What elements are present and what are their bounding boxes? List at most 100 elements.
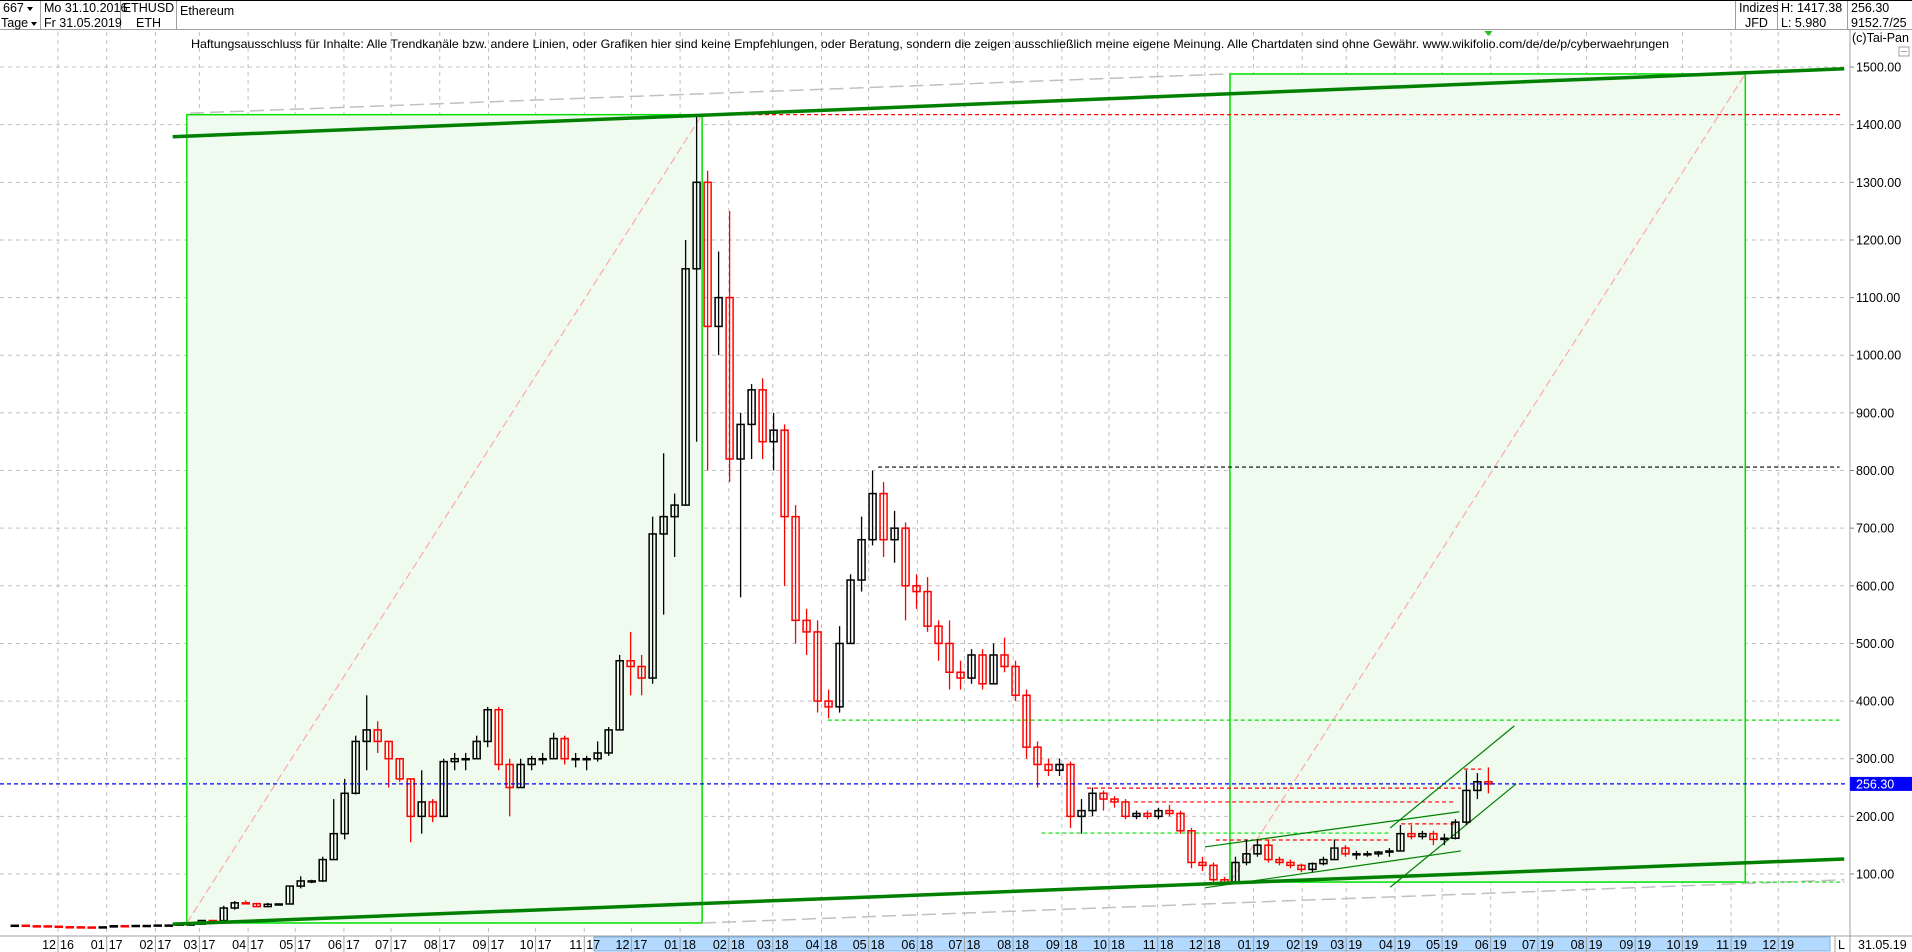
candle-body <box>395 757 404 780</box>
scale-mode-toggle[interactable]: L <box>1838 938 1845 952</box>
y-tick-label: 1300.00 <box>1856 176 1901 190</box>
candle-body <box>340 792 349 835</box>
candle <box>989 643 998 685</box>
candle-body <box>560 737 569 760</box>
x-tick-label: 03 <box>183 938 197 952</box>
candle <box>1187 827 1196 869</box>
candle <box>835 626 844 713</box>
start-date: Mo 31.10.2016 <box>44 1 128 15</box>
candle <box>439 758 448 818</box>
x-tick-year: 19 <box>1444 938 1458 952</box>
candle-body <box>285 885 294 905</box>
candle-body <box>1187 830 1196 864</box>
x-tick-year: 18 <box>824 938 838 952</box>
y-tick-label: 200.00 <box>1856 810 1894 824</box>
candle-body <box>912 585 921 593</box>
candle-body <box>1363 853 1372 856</box>
candle-body <box>32 925 42 928</box>
x-tick-label: 08 <box>1571 938 1585 952</box>
candle <box>1110 796 1119 808</box>
y-tick-label: 1500.00 <box>1856 61 1901 75</box>
candle-body <box>1077 809 1086 818</box>
date-range[interactable]: Mo 31.10.2016 Fr 31.05.2019 <box>41 1 127 30</box>
candle-body <box>65 926 75 929</box>
candle <box>582 755 591 771</box>
candle-body <box>736 423 745 460</box>
high-value: H: 1417.38 <box>1781 1 1843 15</box>
visible-range-bar[interactable] <box>593 936 1831 952</box>
last-price: 256.30 <box>1851 1 1890 15</box>
chart-header: 667 Tage Mo 31.10.2016 Fr 31.05.2019 ETH… <box>0 0 1912 30</box>
candle-body <box>1033 746 1042 766</box>
candle <box>1440 833 1449 846</box>
candle <box>1330 839 1339 861</box>
candle-body <box>428 801 437 818</box>
candle <box>1055 758 1064 777</box>
candle-body <box>758 389 767 443</box>
candle <box>1011 660 1020 702</box>
x-tick-label: 07 <box>949 938 963 952</box>
candle <box>274 903 283 906</box>
candle-body <box>604 729 613 754</box>
x-tick-label: 05 <box>279 938 293 952</box>
x-tick-label: 11 <box>1143 938 1156 952</box>
x-tick-year: 18 <box>1111 938 1125 952</box>
candle <box>890 510 899 563</box>
candle-body <box>109 925 119 928</box>
chevron-down-icon <box>31 21 38 26</box>
candle-body <box>494 708 503 766</box>
candle <box>483 706 492 748</box>
volume: 9152.7/25 <box>1851 16 1907 30</box>
candle <box>747 384 756 459</box>
candle-body <box>373 729 382 743</box>
time-axis[interactable]: 12 16 01 17 02 17 03 17 04 17 05 17 06 17 07 17 08 17 09 17… <box>0 935 1912 952</box>
last-bar-marker-icon <box>1484 31 1493 36</box>
x-tick-year: 19 <box>1540 938 1554 952</box>
period-selector[interactable]: Tage <box>1 16 29 30</box>
market: Indizes <box>1739 1 1779 15</box>
candle <box>1407 825 1416 840</box>
candle-body <box>263 903 272 908</box>
source: JFD <box>1745 16 1768 30</box>
candle-body <box>549 737 558 760</box>
candle-body <box>747 389 756 426</box>
candle-body <box>1473 781 1482 792</box>
x-tick-year: 19 <box>1733 938 1747 952</box>
x-tick-year: 17 <box>538 938 552 952</box>
bar-count-selector[interactable]: 667 Tage <box>0 1 41 30</box>
candle <box>527 755 536 771</box>
candle-body <box>1275 858 1284 864</box>
candle <box>76 926 86 929</box>
gray-dashed-line <box>189 73 1227 114</box>
candle-body <box>43 925 53 928</box>
price-axis[interactable]: 100.00 200.00 300.00 400.00 500.00 600.00 700.… <box>1849 30 1912 952</box>
candle-body <box>318 858 327 882</box>
current-price-label: 256.30 <box>1856 777 1894 791</box>
candle <box>868 470 877 546</box>
candle <box>670 493 679 557</box>
candle-body <box>791 515 800 622</box>
candle <box>120 925 130 928</box>
x-tick-label: 07 <box>375 938 389 952</box>
candle-body <box>945 642 954 674</box>
x-tick-label: 01 <box>664 938 678 952</box>
candle <box>21 924 31 928</box>
candle <box>1000 637 1009 673</box>
x-tick-label: 12 <box>42 938 56 952</box>
candle-body <box>956 671 965 679</box>
chevron-down-icon <box>26 6 33 11</box>
candle-body <box>406 778 415 818</box>
candle-body <box>439 760 448 818</box>
candle-body <box>769 429 778 443</box>
candle-body <box>1264 844 1273 861</box>
x-tick-label: 10 <box>1667 938 1681 952</box>
candle <box>1297 863 1306 873</box>
candle-body <box>21 924 31 928</box>
candle-body <box>1110 798 1119 803</box>
trend-line <box>172 857 1845 926</box>
x-tick-label: 03 <box>757 938 771 952</box>
candle <box>318 856 327 883</box>
candle-body <box>1011 665 1020 697</box>
candle-body <box>241 902 250 905</box>
